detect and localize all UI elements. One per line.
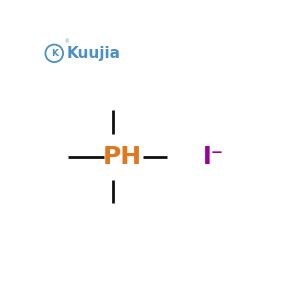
Text: Kuujia: Kuujia: [67, 46, 121, 61]
Text: K: K: [51, 49, 58, 58]
Text: ®: ®: [64, 39, 69, 44]
Text: PH: PH: [103, 145, 142, 169]
Text: I⁻: I⁻: [202, 145, 224, 169]
